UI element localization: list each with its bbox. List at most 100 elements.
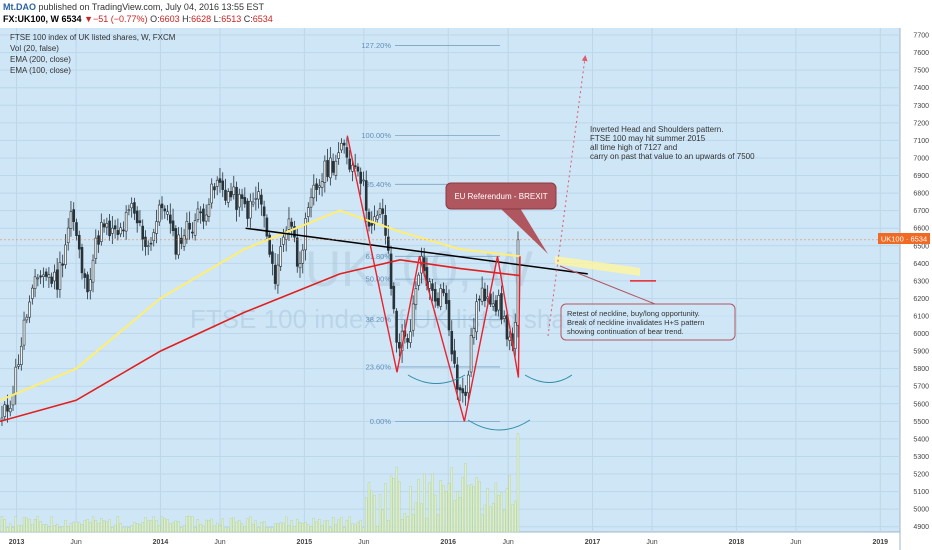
candle-down <box>406 338 409 343</box>
last-price-tag: UK100 · 6534 <box>878 233 930 244</box>
price-tick-label: 5100 <box>913 489 929 496</box>
candle-down <box>72 209 76 222</box>
candle-down <box>436 297 440 306</box>
fib-level-label: 50.00% <box>366 275 392 284</box>
candle-up <box>362 179 365 182</box>
chart-header: Mt.DAO published on TradingView.com, Jul… <box>0 0 932 28</box>
candle-down <box>500 293 503 320</box>
volume-bar <box>489 506 492 533</box>
fib-level-label: 61.80% <box>366 252 392 261</box>
price-tick-label: 7600 <box>913 50 929 57</box>
volume-bar <box>72 521 75 533</box>
price-tick-label: 5200 <box>913 472 929 479</box>
author-name[interactable]: Mt.DAO <box>3 2 36 12</box>
open-label: O: <box>150 14 160 24</box>
volume-bar <box>403 513 407 533</box>
volume-bar <box>362 527 365 533</box>
candle-up <box>513 322 517 350</box>
volume-bar <box>505 488 509 533</box>
candle-down <box>364 180 368 211</box>
time-tick-label: 2015 <box>297 539 313 546</box>
price-tick-label: 6800 <box>913 191 929 198</box>
time-tick-label: Jun <box>358 539 369 546</box>
volume-bar <box>166 519 169 533</box>
volume-bar <box>102 520 106 533</box>
candle-up <box>25 316 29 321</box>
volume-bar <box>486 487 489 533</box>
volume-bar <box>365 497 368 533</box>
volume-bar <box>340 517 343 533</box>
projection-arrow <box>547 55 588 337</box>
candle-up <box>42 274 45 277</box>
volume-bar <box>136 523 139 533</box>
volume-bar <box>227 527 230 533</box>
candle-down <box>431 283 434 291</box>
candle-up <box>119 227 122 235</box>
candle-up <box>304 218 307 251</box>
candle-down <box>342 142 346 146</box>
volume-bar <box>456 491 459 533</box>
candle-down <box>116 230 120 235</box>
candle-down <box>221 180 225 190</box>
thesis-line-4: carry on past that value to an upwards o… <box>590 152 755 161</box>
candle-down <box>381 208 385 214</box>
volume-bar <box>100 518 103 533</box>
price-tick-label: 7500 <box>913 68 929 75</box>
volume-bar <box>108 519 111 533</box>
candle-up <box>8 407 12 413</box>
volume-bar <box>439 480 442 533</box>
candle-up <box>124 212 128 232</box>
candle-up <box>157 204 161 223</box>
volume-bar <box>56 524 59 533</box>
volume-bar <box>6 527 9 533</box>
volume-bar <box>83 520 86 533</box>
volume-bar <box>428 482 431 533</box>
volume-bar <box>31 524 34 533</box>
publication-line: Mt.DAO published on TradingView.com, Jul… <box>3 2 264 12</box>
candle-down <box>271 251 274 264</box>
plot-background <box>0 28 900 532</box>
price-chart[interactable]: UK100, W FTSE 100 index of UK listed sha… <box>0 28 932 550</box>
candle-down <box>6 404 9 412</box>
volume-bar <box>33 519 37 533</box>
volume-bar <box>500 492 503 533</box>
volume-bar <box>210 518 213 533</box>
price-tick-label: 6200 <box>913 296 929 303</box>
candle-up <box>257 191 260 200</box>
pattern-drawings <box>0 135 900 422</box>
candle-down <box>55 269 59 290</box>
candle-up <box>411 303 415 331</box>
volume-bar <box>171 522 175 533</box>
volume-bar <box>431 473 434 533</box>
time-tick-label: 2019 <box>873 539 889 546</box>
volume-bar <box>331 517 335 533</box>
volume-bar <box>94 520 97 533</box>
retest-note-box <box>560 303 736 341</box>
candle-down <box>191 231 194 234</box>
volume-bar <box>155 520 158 533</box>
ohlc-line: FX:UK100, W 6534 ▼−51 (−0.77%) O:6603 H:… <box>3 14 273 24</box>
volume-bar <box>39 521 42 533</box>
thesis-note: Inverted Head and Shoulders pattern. FTS… <box>590 125 755 161</box>
price-tick-label: 6600 <box>913 226 929 233</box>
high-value: 6628 <box>191 14 212 24</box>
volume-bar <box>480 514 484 533</box>
volume-bar <box>89 522 92 533</box>
candle-up <box>312 184 316 199</box>
volume-bar <box>119 523 122 533</box>
volume-bar <box>376 525 379 533</box>
volume-bar <box>61 526 64 533</box>
candle-down <box>348 158 351 170</box>
volume-bar <box>469 484 473 533</box>
volume-bar <box>152 516 155 533</box>
volume-bar <box>64 520 67 533</box>
time-tick-label: 2013 <box>9 539 25 546</box>
candle-down <box>367 211 371 227</box>
thesis-line-1: Inverted Head and Shoulders pattern. <box>590 125 723 134</box>
volume-bar <box>232 517 235 533</box>
volume-bar <box>323 520 326 533</box>
candle-up <box>232 186 236 195</box>
volume-bar <box>282 522 285 533</box>
fib-level-label: 38.20% <box>366 315 392 324</box>
fib-level-label: 100.00% <box>361 131 391 140</box>
